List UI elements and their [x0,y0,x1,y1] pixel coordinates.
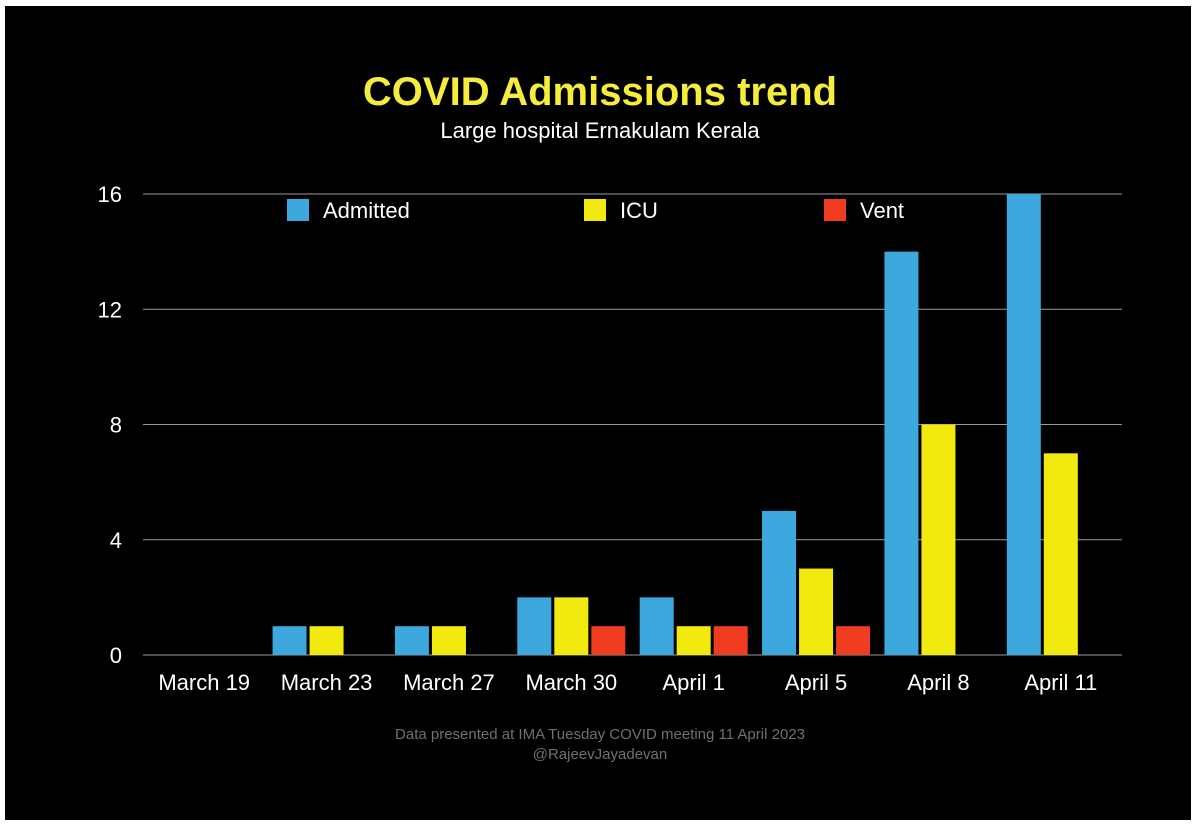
bar-vent [591,626,626,655]
legend-label-vent: Vent [860,198,904,223]
legend: Admitted ICU Vent [287,198,904,223]
x-tick-label: April 1 [663,670,725,695]
bar-icu [799,568,834,655]
bar-admitted [762,510,797,655]
bar-admitted [639,597,674,655]
legend-swatch-admitted [287,199,309,221]
chart-subtitle: Large hospital Ernakulam Kerala [440,118,760,143]
x-tick-label: April 8 [907,670,969,695]
bar-icu [554,597,589,655]
x-tick-label: March 23 [281,670,373,695]
y-tick-label: 12 [98,297,122,322]
bar-admitted [272,626,307,655]
y-tick-label: 0 [110,643,122,668]
bar-icu [921,424,956,655]
x-tick-label: April 11 [1024,670,1097,695]
gridlines [143,193,1122,656]
legend-swatch-vent [824,199,846,221]
chart-title: COVID Admissions trend [362,70,838,114]
chart-background [5,6,1191,820]
bar-icu [1043,453,1078,655]
bar-icu [676,626,711,655]
y-tick-label: 8 [110,413,122,438]
x-tick-label: March 30 [525,670,617,695]
y-tick-label: 4 [110,528,122,553]
bar-admitted [1006,194,1041,655]
credit: @RajeevJayadevan [532,746,668,763]
bar-admitted [394,626,429,655]
bar-icu [431,626,466,655]
bar-vent [836,626,871,655]
x-tick-label: March 27 [403,670,495,695]
bar-vent [713,626,748,655]
legend-label-admitted: Admitted [323,198,410,223]
bar-icu [309,626,344,655]
bars [272,194,1078,655]
x-axis: March 19 March 23 March 27 March 30 April 1 A… [158,670,1097,695]
footnote: Data presented at IMA Tuesday COVID meet… [395,726,805,743]
bar-admitted [884,251,919,655]
legend-label-icu: ICU [620,198,658,223]
bar-admitted [517,597,552,655]
legend-swatch-icu [584,199,606,221]
x-tick-label: March 19 [158,670,250,695]
x-tick-label: April 5 [785,670,847,695]
y-tick-label: 16 [98,182,122,207]
y-axis: 0 4 8 12 16 [98,182,122,668]
